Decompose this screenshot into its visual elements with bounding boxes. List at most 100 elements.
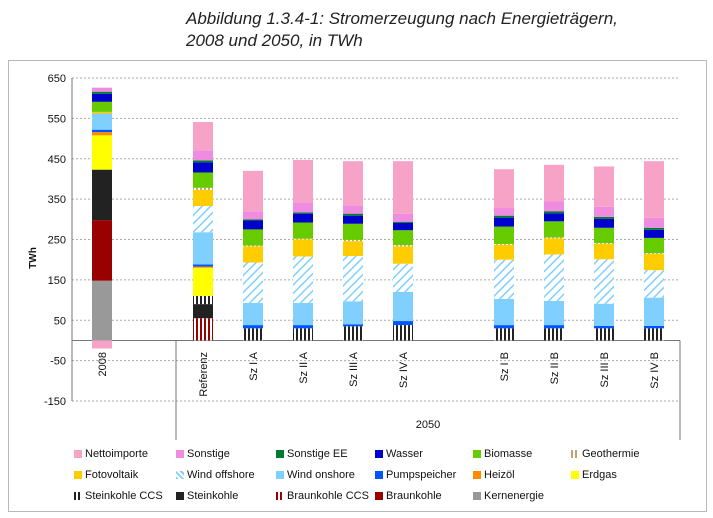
bar-segment-wind-offshore (494, 259, 514, 299)
axes: 650 550 450 350 250 150 50 -50 -150 TWh (28, 73, 681, 440)
category-label: Sz I B (499, 352, 511, 381)
bar-segment-sonstige-ee (594, 216, 614, 219)
bar-segment-heiz-l (193, 266, 213, 268)
bar-segment-wind-offshore (243, 262, 263, 303)
legend-swatch (375, 492, 383, 501)
legend-item: Geothermie (571, 448, 639, 460)
legend-label: Steinkohle (187, 490, 239, 503)
bar-segment-sonstige-ee (644, 227, 664, 230)
bar-segment-sonstige (494, 207, 514, 216)
legend-item: Braunkohle (375, 490, 442, 502)
legend-swatch (176, 492, 184, 501)
bar-segment-steinkohle (193, 304, 213, 319)
bar-segment-wind-onshore (644, 297, 664, 326)
bar-segment-wasser (343, 215, 363, 224)
y-tick-label: 550 (48, 113, 66, 125)
bar-segment-wasser (644, 229, 664, 238)
bar-segment-sonstige (193, 150, 213, 161)
y-tick-label: 450 (48, 154, 66, 166)
category-label: Referenz (198, 352, 210, 397)
bar-segment-sonstige (544, 201, 564, 212)
y-tick-label: 250 (48, 235, 66, 247)
bar-segment-pumpspeicher (644, 325, 664, 329)
bar-segment-biomasse (193, 172, 213, 188)
bar-segment-wind-onshore (343, 301, 363, 325)
bar-segment-steinkohle-ccs (544, 328, 564, 341)
bar-segment-steinkohle-ccs (494, 328, 514, 341)
bar-segment-fotovoltaik (544, 238, 564, 255)
legend-item: Steinkohle (176, 490, 238, 502)
bar-segment-wasser (494, 217, 514, 227)
legend-label: Fotovoltaik (85, 469, 139, 482)
legend-item: Sonstige (176, 448, 230, 460)
bar-segment-steinkohle-ccs (644, 328, 664, 341)
bar-segment-biomasse (544, 221, 564, 238)
bar-segment-wind-onshore (243, 302, 263, 326)
bar-segment-kernenergie (92, 280, 112, 341)
legend-item: Steinkohle CCS (74, 490, 163, 502)
legend-item: Pumpspeicher (375, 469, 456, 481)
y-tick-label: 650 (48, 73, 66, 85)
bar-segment-nettoimporte (594, 166, 614, 207)
bar-segment-biomasse (494, 226, 514, 244)
y-axis-label: TWh (28, 247, 39, 269)
bar-segment-geothermie (293, 238, 313, 240)
legend-item: Heizöl (473, 469, 515, 481)
bar-segment-steinkohle (92, 169, 112, 221)
legend-label: Nettoimporte (85, 448, 148, 461)
category-labels: 2008 Referenz Sz I A Sz II A Sz III A Sz IV A… (97, 351, 661, 431)
chart-title-line-1: Abbildung 1.3.4-1: Stromerzeugung nach E… (186, 9, 618, 28)
bar-segment-geothermie (393, 245, 413, 247)
legend-item: Nettoimporte (74, 448, 148, 460)
legend-item: Biomasse (473, 448, 532, 460)
legend-label: Wind offshore (187, 469, 255, 482)
bar-segment-fotovoltaik (343, 241, 363, 257)
legend-item: Kernenergie (473, 490, 544, 502)
legend-label: Pumpspeicher (386, 469, 457, 482)
bar-segment-biomasse (343, 223, 363, 240)
bar-segment-biomasse (644, 237, 664, 254)
bar-segment-erdgas (92, 135, 112, 170)
bar-segment-nettoimporte (494, 169, 514, 208)
legend-swatch (571, 471, 579, 480)
category-label: Sz II A (298, 351, 310, 383)
bar-segment-wind-offshore (644, 270, 664, 298)
bar-segment-erdgas (193, 267, 213, 297)
bar-segment-sonstige (644, 217, 664, 228)
bar-segment-geothermie (644, 253, 664, 255)
bar-segment-steinkohle-ccs (343, 326, 363, 341)
bar-segment-fotovoltaik (92, 111, 112, 114)
legend-swatch (74, 471, 82, 480)
bar-segment-sonstige-ee (343, 213, 363, 216)
bar-segment-wasser (393, 222, 413, 231)
bar-segment-sonstige-ee (393, 221, 413, 223)
category-label: Sz I A (248, 351, 260, 380)
legend-label: Sonstige (187, 448, 230, 461)
legend-swatch (176, 450, 184, 459)
bar-segment-wasser (544, 213, 564, 222)
bar-segment-fotovoltaik (594, 243, 614, 260)
legend-item: Wind onshore (276, 469, 355, 481)
category-label: Sz II B (549, 352, 561, 384)
bar-segment-wind-onshore (594, 303, 614, 326)
bar-segment-braunkohle (92, 220, 112, 281)
legend-swatch (375, 471, 383, 480)
bar-segment-wasser (193, 162, 213, 173)
bar-segment-sonstige-ee (92, 91, 112, 94)
bar-segment-pumpspeicher (393, 321, 413, 326)
legend-label: Geothermie (582, 448, 640, 461)
bar-segment-pumpspeicher (594, 325, 614, 329)
legend-item: Wind offshore (176, 469, 255, 481)
bar-segment-sonstige (243, 211, 263, 220)
bar-segment-nettoimporte (243, 170, 263, 212)
legend-swatch (473, 492, 481, 501)
gridlines (72, 77, 680, 402)
legend-label: Wasser (386, 448, 423, 461)
bar-segment-wind-onshore (92, 113, 112, 130)
bar-segment-fotovoltaik (393, 246, 413, 264)
bar-segment-nettoimporte (193, 122, 213, 151)
bar-segment-biomasse (594, 227, 614, 244)
bar-segment-wasser (243, 220, 263, 230)
legend-swatch (473, 450, 481, 459)
